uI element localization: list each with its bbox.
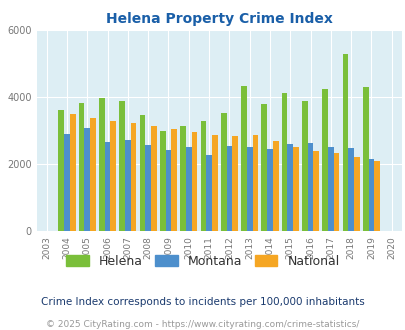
Bar — [226, 146, 232, 231]
Bar — [301, 101, 307, 231]
Bar — [211, 135, 217, 231]
Bar — [322, 89, 327, 231]
Bar — [200, 121, 206, 231]
Bar — [58, 110, 64, 231]
Bar — [342, 54, 347, 231]
Bar — [70, 114, 75, 231]
Bar — [130, 123, 136, 231]
Bar — [353, 157, 359, 231]
Bar — [362, 87, 368, 231]
Bar — [160, 131, 165, 231]
Bar — [292, 148, 298, 231]
Bar — [171, 129, 177, 231]
Text: © 2025 CityRating.com - https://www.cityrating.com/crime-statistics/: © 2025 CityRating.com - https://www.city… — [46, 320, 359, 329]
Bar — [368, 159, 373, 231]
Bar — [307, 143, 313, 231]
Bar — [151, 126, 156, 231]
Bar — [165, 150, 171, 231]
Bar — [84, 128, 90, 231]
Bar — [110, 121, 116, 231]
Bar — [272, 141, 278, 231]
Bar — [206, 154, 211, 231]
Bar — [373, 161, 379, 231]
Bar — [99, 98, 104, 231]
Bar — [281, 93, 287, 231]
Bar — [64, 134, 70, 231]
Bar — [261, 104, 266, 231]
Bar — [220, 113, 226, 231]
Bar — [266, 149, 272, 231]
Bar — [185, 147, 191, 231]
Bar — [145, 146, 151, 231]
Bar — [90, 118, 96, 231]
Bar — [287, 145, 292, 231]
Bar — [119, 101, 125, 231]
Text: Crime Index corresponds to incidents per 100,000 inhabitants: Crime Index corresponds to incidents per… — [41, 297, 364, 307]
Bar — [79, 103, 84, 231]
Bar — [327, 147, 333, 231]
Bar — [191, 132, 197, 231]
Bar — [313, 151, 318, 231]
Bar — [232, 136, 237, 231]
Bar — [241, 86, 246, 231]
Bar — [252, 135, 258, 231]
Legend: Helena, Montana, National: Helena, Montana, National — [61, 249, 344, 273]
Bar — [104, 142, 110, 231]
Bar — [125, 140, 130, 231]
Bar — [139, 115, 145, 231]
Bar — [180, 126, 185, 231]
Title: Helena Property Crime Index: Helena Property Crime Index — [106, 12, 332, 26]
Bar — [246, 148, 252, 231]
Bar — [347, 148, 353, 231]
Bar — [333, 153, 339, 231]
